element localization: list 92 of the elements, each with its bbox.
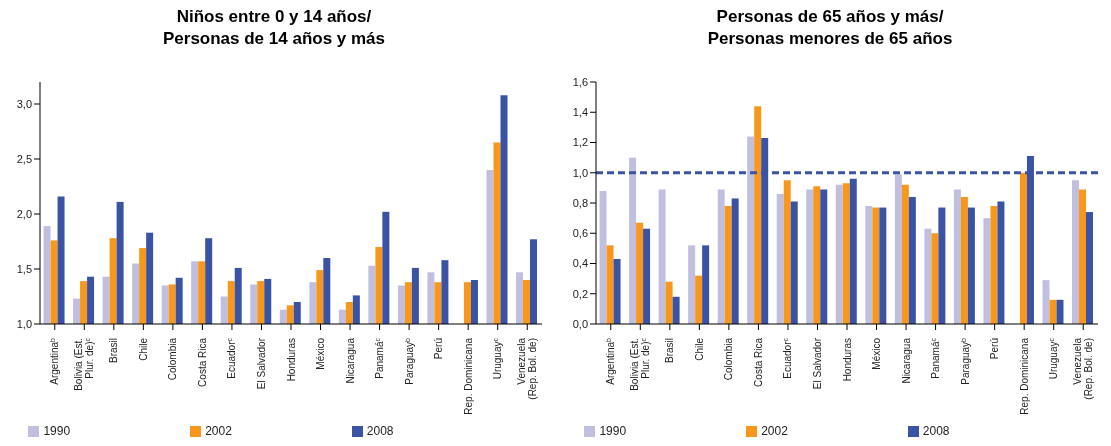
x-tick-label: Brasil — [664, 338, 676, 364]
bar — [813, 186, 821, 324]
y-tick-label: 1,5 — [16, 262, 32, 275]
y-tick-label: 0,4 — [572, 257, 588, 270]
bar — [665, 281, 673, 324]
y-tick-label: 0,8 — [572, 196, 588, 209]
bar — [1042, 280, 1050, 324]
bar — [1086, 212, 1094, 324]
x-tick-label: Honduras — [285, 338, 297, 382]
bar — [842, 183, 850, 324]
y-tick-label: 1,0 — [16, 317, 32, 330]
bar — [776, 193, 784, 324]
legend-label: 1990 — [599, 424, 627, 438]
y-tick-label: 2,5 — [16, 152, 32, 165]
x-tick-label: Nicaragua — [900, 337, 912, 384]
x-tick-label: Venezuela (Rep. Bol. de) — [1072, 337, 1095, 400]
bar — [790, 201, 798, 324]
y-tick-label: 0,2 — [572, 287, 588, 300]
legend-label: 2008 — [922, 424, 950, 438]
x-tick-label: Costa Rica — [196, 337, 208, 387]
y-tick-label: 2,0 — [16, 207, 32, 220]
bar — [702, 245, 710, 324]
bar — [990, 206, 998, 324]
bar — [865, 206, 873, 324]
bar — [879, 207, 887, 324]
bar — [953, 189, 961, 324]
x-tick-label: Brasil — [108, 338, 120, 364]
bar — [1049, 299, 1057, 324]
x-tick-label: Venezuela (Rep. Bol. de) — [516, 337, 539, 400]
bar — [924, 228, 932, 324]
x-tick-label: Colombia — [723, 337, 735, 381]
y-tick-label: 0,6 — [572, 227, 588, 240]
x-tick-label: Rep. Dominicana — [1018, 337, 1030, 415]
bar — [931, 233, 939, 324]
bar — [983, 218, 991, 324]
bar — [1019, 172, 1027, 324]
bar — [960, 196, 968, 324]
legend-label: 2002 — [205, 424, 232, 438]
bar — [938, 207, 946, 324]
y-tick-label: 1,0 — [572, 166, 588, 179]
chart-title: Personas de 65 años y más/ Personas menores de 65 años — [706, 6, 954, 50]
x-tick-label: México — [871, 337, 883, 370]
x-tick-label: Colombia — [167, 337, 179, 381]
bar — [717, 189, 725, 324]
bar — [894, 174, 902, 324]
bar — [672, 296, 680, 324]
legend-label: 1990 — [43, 424, 71, 438]
bar — [643, 228, 651, 324]
bar — [783, 180, 791, 324]
x-tick-label: El Salvador — [811, 337, 823, 390]
bar — [629, 157, 637, 324]
bar — [1079, 189, 1087, 324]
y-tick-label: 3,0 — [16, 97, 32, 110]
bar — [688, 245, 696, 324]
bar — [695, 275, 703, 324]
bar — [967, 207, 975, 324]
legend-label: 2002 — [761, 424, 788, 438]
y-tick-label: 1,2 — [572, 136, 588, 149]
bar — [908, 196, 916, 324]
bar — [754, 106, 762, 324]
x-tick-label: Chile — [137, 337, 149, 361]
bar — [997, 201, 1005, 324]
x-tick-label: Costa Rica — [752, 337, 764, 387]
bar — [872, 207, 880, 324]
bar — [747, 136, 755, 324]
x-tick-label: Rep. Dominicana — [462, 337, 474, 415]
y-tick-label: 1,6 — [572, 75, 588, 88]
x-tick-label: Perú — [989, 338, 1001, 360]
bar — [820, 189, 828, 324]
bar — [599, 190, 607, 324]
bar — [731, 198, 739, 324]
bar — [658, 189, 666, 324]
x-tick-label: Perú — [433, 338, 445, 360]
bar — [806, 189, 814, 324]
x-tick-label: Nicaragua — [344, 337, 356, 384]
x-tick-label: Honduras — [841, 338, 853, 382]
y-tick-label: 0,0 — [572, 317, 588, 330]
x-tick-label: El Salvador — [255, 337, 267, 390]
bar — [901, 184, 909, 324]
bar — [606, 245, 614, 324]
bar — [1072, 180, 1080, 324]
bar — [636, 222, 644, 324]
x-tick-label: Chile — [693, 337, 705, 361]
bar — [849, 178, 857, 324]
bar — [1056, 299, 1064, 324]
bar — [835, 184, 843, 324]
y-tick-label: 1,4 — [572, 106, 588, 119]
chart-title: Niños entre 0 y 14 años/ Personas de 14 años y más — [161, 6, 387, 50]
x-tick-label: México — [315, 337, 327, 370]
bar — [613, 258, 621, 324]
bar — [724, 206, 732, 324]
legend-label: 2008 — [366, 424, 394, 438]
